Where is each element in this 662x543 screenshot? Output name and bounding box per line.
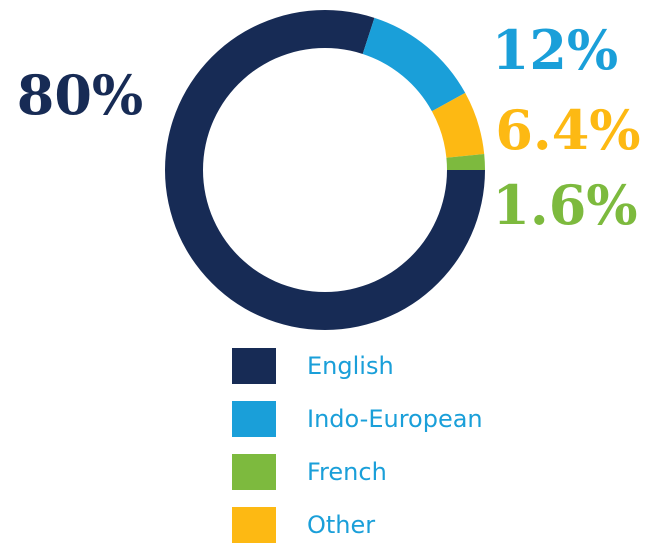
- donut-slice: [446, 153, 485, 170]
- legend-label: Other: [307, 511, 375, 539]
- value-label: 6.4%: [495, 98, 640, 162]
- legend-swatch: [232, 348, 276, 384]
- value-label: 12%: [492, 18, 618, 82]
- legend-label: French: [307, 458, 387, 486]
- donut-slice: [362, 17, 466, 112]
- legend-swatch: [232, 507, 276, 543]
- value-label: 80%: [17, 63, 143, 127]
- legend-label: English: [307, 352, 394, 380]
- legend-swatch: [232, 401, 276, 437]
- value-label: 1.6%: [492, 173, 637, 237]
- legend-label: Indo-European: [307, 405, 483, 433]
- donut-slice: [431, 92, 485, 158]
- legend-swatch: [232, 454, 276, 490]
